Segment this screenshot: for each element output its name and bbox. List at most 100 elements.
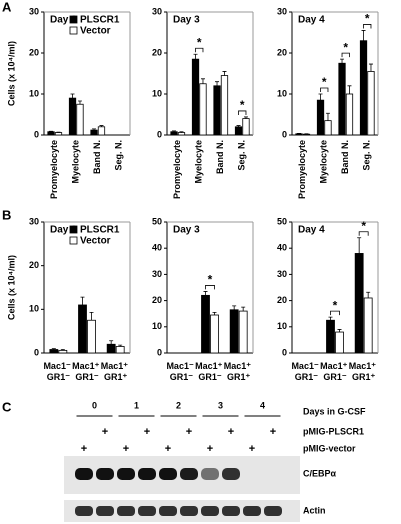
- significance-bracket: [341, 52, 350, 58]
- significance-bracket: [358, 231, 369, 236]
- y-tick-label: 0: [157, 129, 162, 139]
- error-bar: [212, 311, 217, 316]
- bar: [335, 331, 344, 354]
- day-label: 3: [218, 400, 223, 410]
- y-axis-label: Cells (x 10⁴/ml): [6, 41, 16, 106]
- bar: [54, 132, 63, 136]
- bar: [367, 71, 375, 136]
- panel-label: B: [2, 207, 11, 222]
- error-bar: [366, 291, 371, 298]
- significance-bracket: [195, 47, 204, 53]
- x-tick-label: Seg. N.: [114, 140, 124, 171]
- x-tick-label: Myelocyte: [71, 140, 81, 184]
- band: [222, 506, 240, 516]
- error-bar: [337, 329, 342, 333]
- band: [180, 468, 198, 480]
- significance-bracket: [205, 285, 215, 290]
- x-tick-label: Promyelocyte: [49, 140, 59, 199]
- bar: [338, 62, 346, 136]
- bar: [49, 349, 59, 354]
- band: [159, 468, 177, 480]
- legend-label: Vector: [80, 26, 111, 37]
- y-tick-label: 30: [277, 6, 287, 16]
- legend-swatch: [69, 225, 78, 234]
- y-tick-label: 10: [152, 321, 162, 331]
- significance-bracket: [330, 310, 340, 316]
- x-tick-label: Mac1⁺ GR1⁻: [320, 361, 350, 382]
- lane-mark: +: [270, 426, 276, 438]
- bar: [213, 85, 221, 136]
- error-bar: [243, 116, 248, 119]
- day-label: 2: [176, 400, 181, 410]
- x-tick-label: Mac1⁺ GR1⁺: [224, 361, 254, 382]
- day-label: 0: [92, 400, 97, 410]
- band: [180, 506, 198, 516]
- panel-label: A: [2, 0, 12, 14]
- error-bar: [70, 93, 75, 99]
- band: [159, 506, 177, 516]
- error-bar: [99, 125, 104, 127]
- day-label: 4: [260, 400, 265, 410]
- error-bar: [203, 291, 208, 296]
- bar: [324, 120, 332, 136]
- x-tick-label: Band N.: [215, 140, 225, 174]
- bar: [234, 126, 243, 136]
- x-tick-label: Mac1⁻ GR1⁻: [291, 361, 321, 382]
- band: [264, 506, 282, 516]
- bar: [359, 40, 368, 136]
- x-tick-label: Promyelocyte: [172, 140, 182, 199]
- error-bar: [222, 71, 227, 76]
- bar: [316, 99, 325, 136]
- y-tick-label: 30: [277, 269, 287, 279]
- lane-mark: +: [165, 443, 171, 455]
- significance-label: *: [240, 98, 245, 112]
- error-bar: [347, 85, 352, 94]
- significance-bracket: [363, 24, 372, 29]
- error-bar: [357, 237, 362, 254]
- error-bar: [80, 296, 85, 305]
- y-tick-label: 10: [277, 321, 287, 331]
- error-bar: [89, 311, 94, 321]
- bar: [363, 297, 373, 354]
- bar: [199, 83, 207, 136]
- lane-mark: +: [207, 443, 213, 455]
- lane-mark: +: [249, 443, 255, 455]
- error-bar: [368, 63, 373, 72]
- error-bar: [60, 349, 65, 351]
- legend-label: PLSCR1: [80, 15, 120, 26]
- bar: [191, 58, 200, 136]
- band: [96, 468, 114, 480]
- bar: [115, 346, 125, 354]
- bar: [354, 253, 364, 354]
- lane-mark: +: [81, 443, 87, 455]
- bar: [90, 129, 98, 136]
- legend-swatch: [69, 236, 78, 245]
- legend-label: Vector: [80, 236, 111, 247]
- lane-mark: +: [123, 443, 129, 455]
- significance-label: *: [365, 12, 370, 26]
- bar: [295, 133, 303, 136]
- error-bar: [328, 316, 333, 321]
- y-tick-label: 0: [282, 129, 287, 139]
- bar: [238, 310, 248, 354]
- y-tick-label: 0: [282, 347, 287, 357]
- x-tick-label: Mac1⁺ GR1⁻: [72, 361, 102, 382]
- row-label: pMIG-vector: [303, 443, 356, 453]
- y-tick-label: 10: [29, 304, 39, 314]
- significance-label: *: [361, 219, 366, 233]
- significance-label: *: [333, 298, 338, 312]
- band: [222, 468, 240, 480]
- significance-bracket: [238, 110, 247, 115]
- error-bar: [361, 30, 366, 41]
- y-tick-label: 30: [29, 216, 39, 226]
- panel-label: C: [2, 399, 12, 414]
- bar: [87, 319, 96, 354]
- error-bar: [193, 53, 198, 60]
- x-tick-label: Mac1⁺ GR1⁺: [349, 361, 379, 382]
- error-bar: [200, 78, 205, 84]
- bar: [58, 349, 68, 354]
- y-tick-label: 20: [29, 260, 39, 270]
- x-tick-label: Mac1⁺ GR1⁺: [101, 361, 131, 382]
- day-label: 1: [134, 400, 139, 410]
- y-tick-label: 0: [34, 347, 39, 357]
